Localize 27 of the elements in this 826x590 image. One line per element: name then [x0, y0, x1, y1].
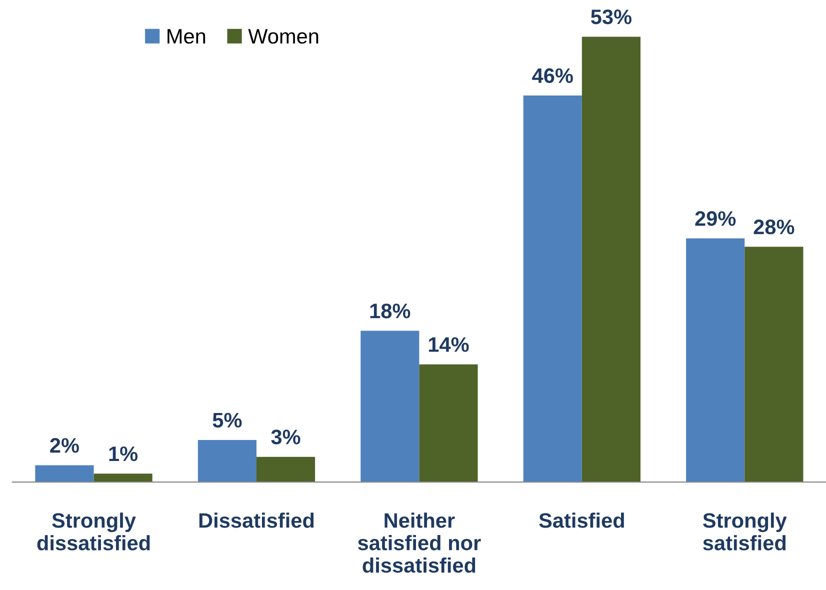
bar	[523, 96, 582, 482]
data-label: 1%	[109, 446, 138, 462]
x-tick-label: Strongly satisfied	[702, 512, 787, 550]
bar	[686, 238, 745, 482]
bar	[94, 474, 152, 482]
x-tick-label: Strongly dissatisfied	[37, 512, 150, 550]
bar	[582, 36, 640, 482]
data-label: 28%	[754, 220, 794, 234]
x-tick-label: Dissatisfied	[199, 512, 314, 528]
bar	[35, 465, 94, 482]
x-tick-label: Satisfied	[539, 512, 624, 528]
data-label: 18%	[370, 304, 410, 318]
bar	[198, 440, 256, 482]
data-label: 29%	[695, 211, 736, 226]
data-label: 2%	[50, 438, 79, 453]
legend-label: Men	[168, 29, 206, 44]
x-tick-label: Neither satisfied nor dissatisfied	[358, 512, 481, 573]
data-label: 14%	[428, 337, 469, 352]
data-label: 3%	[271, 430, 300, 444]
bar	[419, 364, 478, 482]
data-label: 46%	[532, 68, 573, 84]
bar	[360, 330, 420, 482]
data-label: 53%	[591, 9, 632, 24]
data-label: 5%	[212, 412, 242, 428]
legend-label: Women	[248, 29, 318, 44]
bar	[744, 246, 804, 482]
bar	[256, 456, 316, 482]
